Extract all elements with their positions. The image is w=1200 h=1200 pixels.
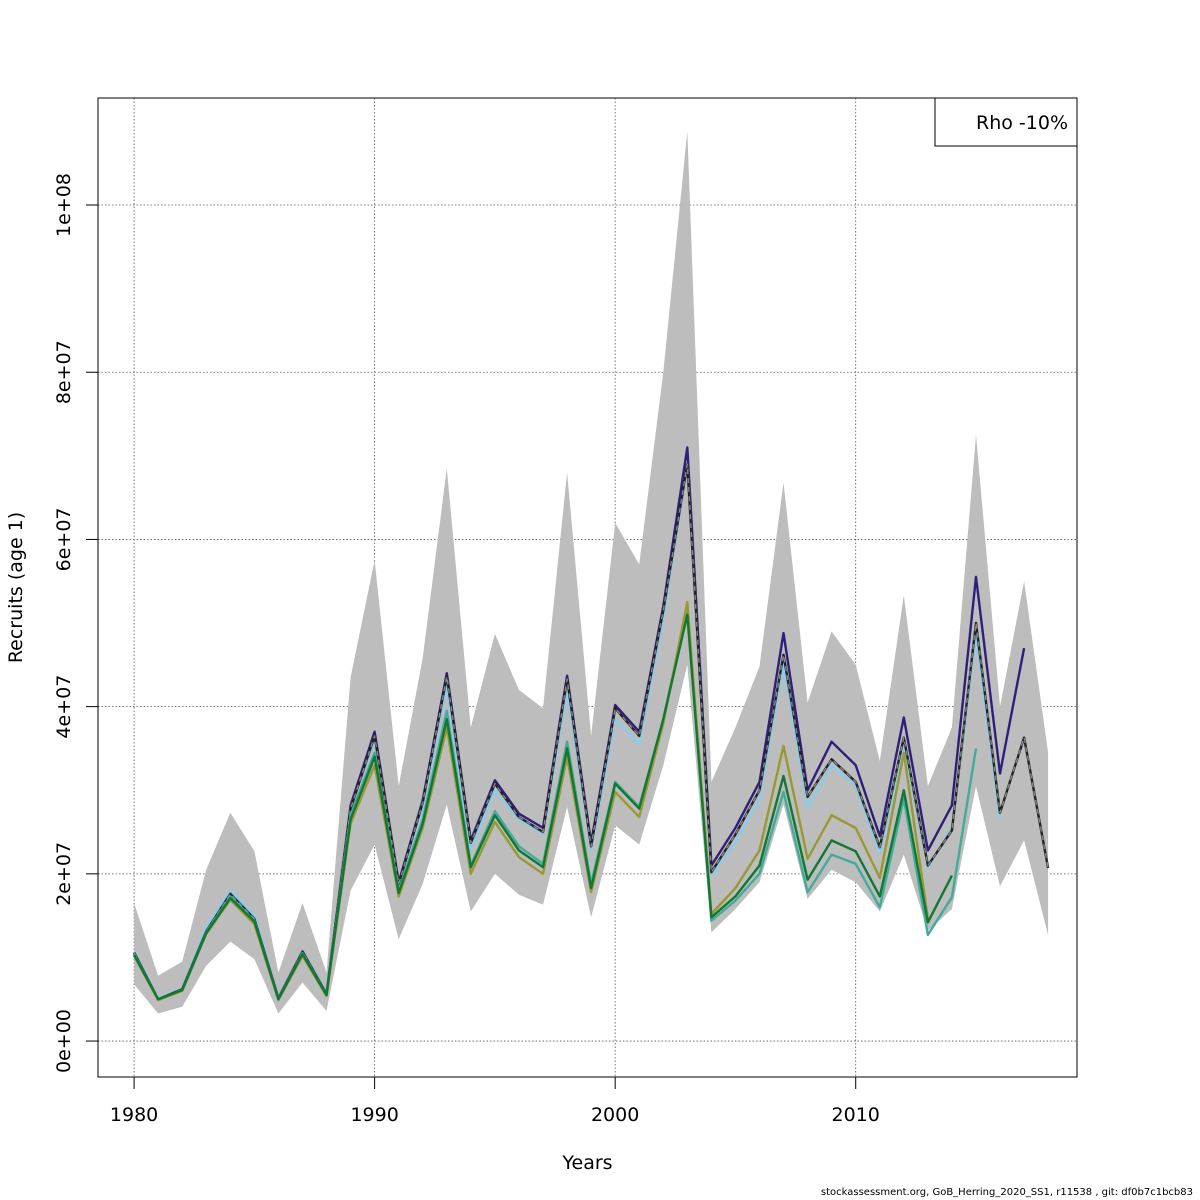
x-axis-title: Years [561,1152,612,1174]
footer-credit: stockassessment.org, GoB_Herring_2020_SS… [820,1187,1193,1198]
series-lines [133,446,1050,1002]
x-tick-label: 2010 [832,1104,880,1126]
y-tick-label: 4e+07 [53,675,75,739]
legend-box [934,97,1078,147]
x-tick-label: 2000 [591,1104,639,1126]
x-axis: 1980 1990 2000 2010 [110,1076,880,1126]
series-line [133,613,953,1001]
series-line [133,463,1049,1000]
y-tick-label: 6e+07 [53,507,75,571]
legend: Rho -10% [934,97,1078,147]
y-axis: 0e+00 2e+07 4e+07 6e+07 8e+07 1e+08 [53,173,99,1073]
x-tick-label: 1980 [110,1104,158,1126]
y-tick-label: 2e+07 [53,842,75,906]
y-axis-title: Recruits (age 1) [5,512,27,663]
x-tick-label: 1990 [350,1104,398,1126]
y-tick-label: 1e+08 [53,173,75,237]
legend-text: Rho -10% [976,112,1068,134]
y-tick-label: 8e+07 [53,340,75,404]
y-tick-label: 0e+00 [53,1009,75,1073]
